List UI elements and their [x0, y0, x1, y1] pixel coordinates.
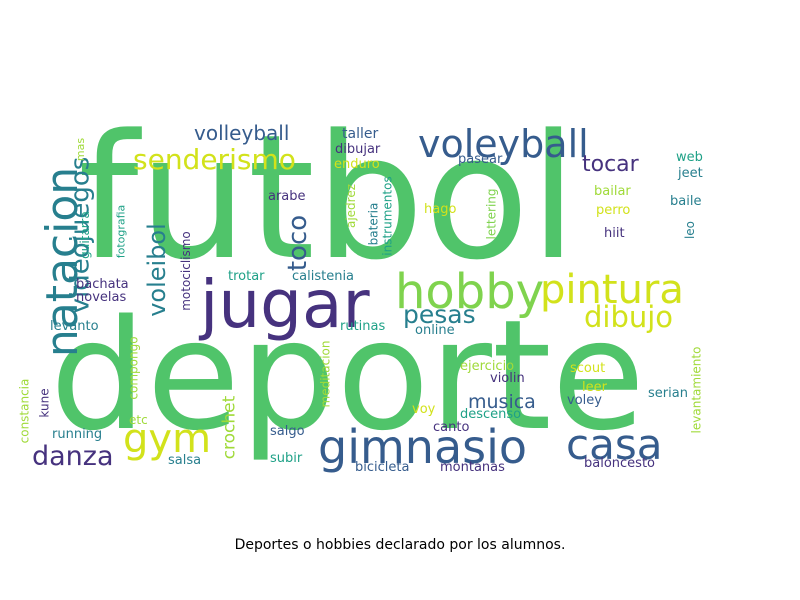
word-baile: baile [670, 194, 702, 209]
word-kune: kune [37, 388, 52, 418]
word-canto: canto [433, 420, 470, 435]
word-crochet: crochet [219, 395, 240, 460]
word-volleyball: volleyball [194, 121, 290, 145]
word-instrumentos: instrumentos [380, 176, 395, 256]
word-salgo: salgo [270, 424, 305, 439]
word-bachata: bachata [76, 277, 129, 292]
word-pasear: pasear [458, 152, 503, 167]
word-calistenia: calistenia [292, 269, 355, 284]
word-web: web [676, 150, 703, 165]
word-senderismo: senderismo [133, 143, 296, 176]
word-hago: hago [424, 202, 457, 217]
word-bailar: bailar [594, 184, 631, 199]
word-novelas: novelas [76, 290, 127, 305]
word-lettering: lettering [484, 188, 499, 240]
word-voleibol: voleibol [142, 223, 171, 317]
word-trotar: trotar [228, 269, 265, 284]
word-baloncesto: baloncesto [584, 456, 655, 471]
word-dibujar: dibujar [335, 142, 381, 157]
word-compongo: compongo [126, 336, 141, 400]
word-hiit: hiit [604, 226, 625, 241]
word-hobby: hobby [395, 264, 545, 320]
word-deporte: deporte [50, 287, 646, 464]
word-leo: leo [683, 220, 698, 240]
word-ejercicio: ejercicio [460, 359, 515, 374]
word-futbol: futbol [78, 97, 578, 298]
word-mas: mas [74, 137, 88, 162]
word-guitarra: guitarra [77, 211, 92, 259]
word-voley: voley [567, 393, 602, 408]
word-pesas: pesas [403, 300, 476, 329]
word-meditacion: meditacion [318, 340, 333, 408]
word-leer: leer [582, 380, 607, 395]
word-online: online [415, 323, 455, 338]
word-arabe: arabe [268, 189, 306, 204]
word-jugar: jugar [200, 266, 370, 343]
word-descenso: descenso [460, 407, 522, 422]
word-montanas: montanas [440, 460, 505, 475]
word-voleyball: voleyball [418, 122, 589, 166]
word-bicicleta: bicicleta [355, 460, 410, 475]
word-casa: casa [566, 420, 663, 469]
word-levantamiento: levantamiento [689, 346, 704, 434]
word-motociclismo: motociclismo [178, 231, 193, 311]
word-violin: violin [490, 371, 525, 386]
word-serian: serian [648, 386, 688, 401]
word-pintura: pintura [540, 267, 684, 313]
word-ajedrez: ajedrez [344, 183, 359, 229]
word-fotografia: fotografia [114, 204, 128, 259]
word-tocar: tocar [582, 152, 639, 177]
word-levanto: levanto [50, 319, 99, 334]
word-bateria: bateria [366, 202, 381, 246]
word-rutinas: rutinas [340, 319, 386, 334]
word-toco: toco [283, 214, 314, 272]
word-constancia: constancia [17, 378, 32, 444]
word-perro: perro [596, 203, 631, 218]
word-subir: subir [270, 451, 303, 466]
word-gimnasio: gimnasio [318, 420, 528, 474]
word-taller: taller [342, 126, 379, 142]
word-scout: scout [570, 361, 606, 376]
word-danza: danza [32, 441, 114, 472]
word-gym: gym [123, 416, 212, 462]
word-running: running [52, 427, 103, 442]
word-salsa: salsa [168, 453, 202, 468]
word-enduro: enduro [334, 157, 380, 172]
word-etc: etc [129, 413, 148, 427]
word-jeet: jeet [678, 166, 703, 181]
word-musica: musica [468, 391, 536, 413]
word-dibujo: dibujo [584, 300, 674, 334]
word-voy: voy [412, 402, 436, 417]
figure-caption: Deportes o hobbies declarado por los alu… [234, 537, 566, 553]
